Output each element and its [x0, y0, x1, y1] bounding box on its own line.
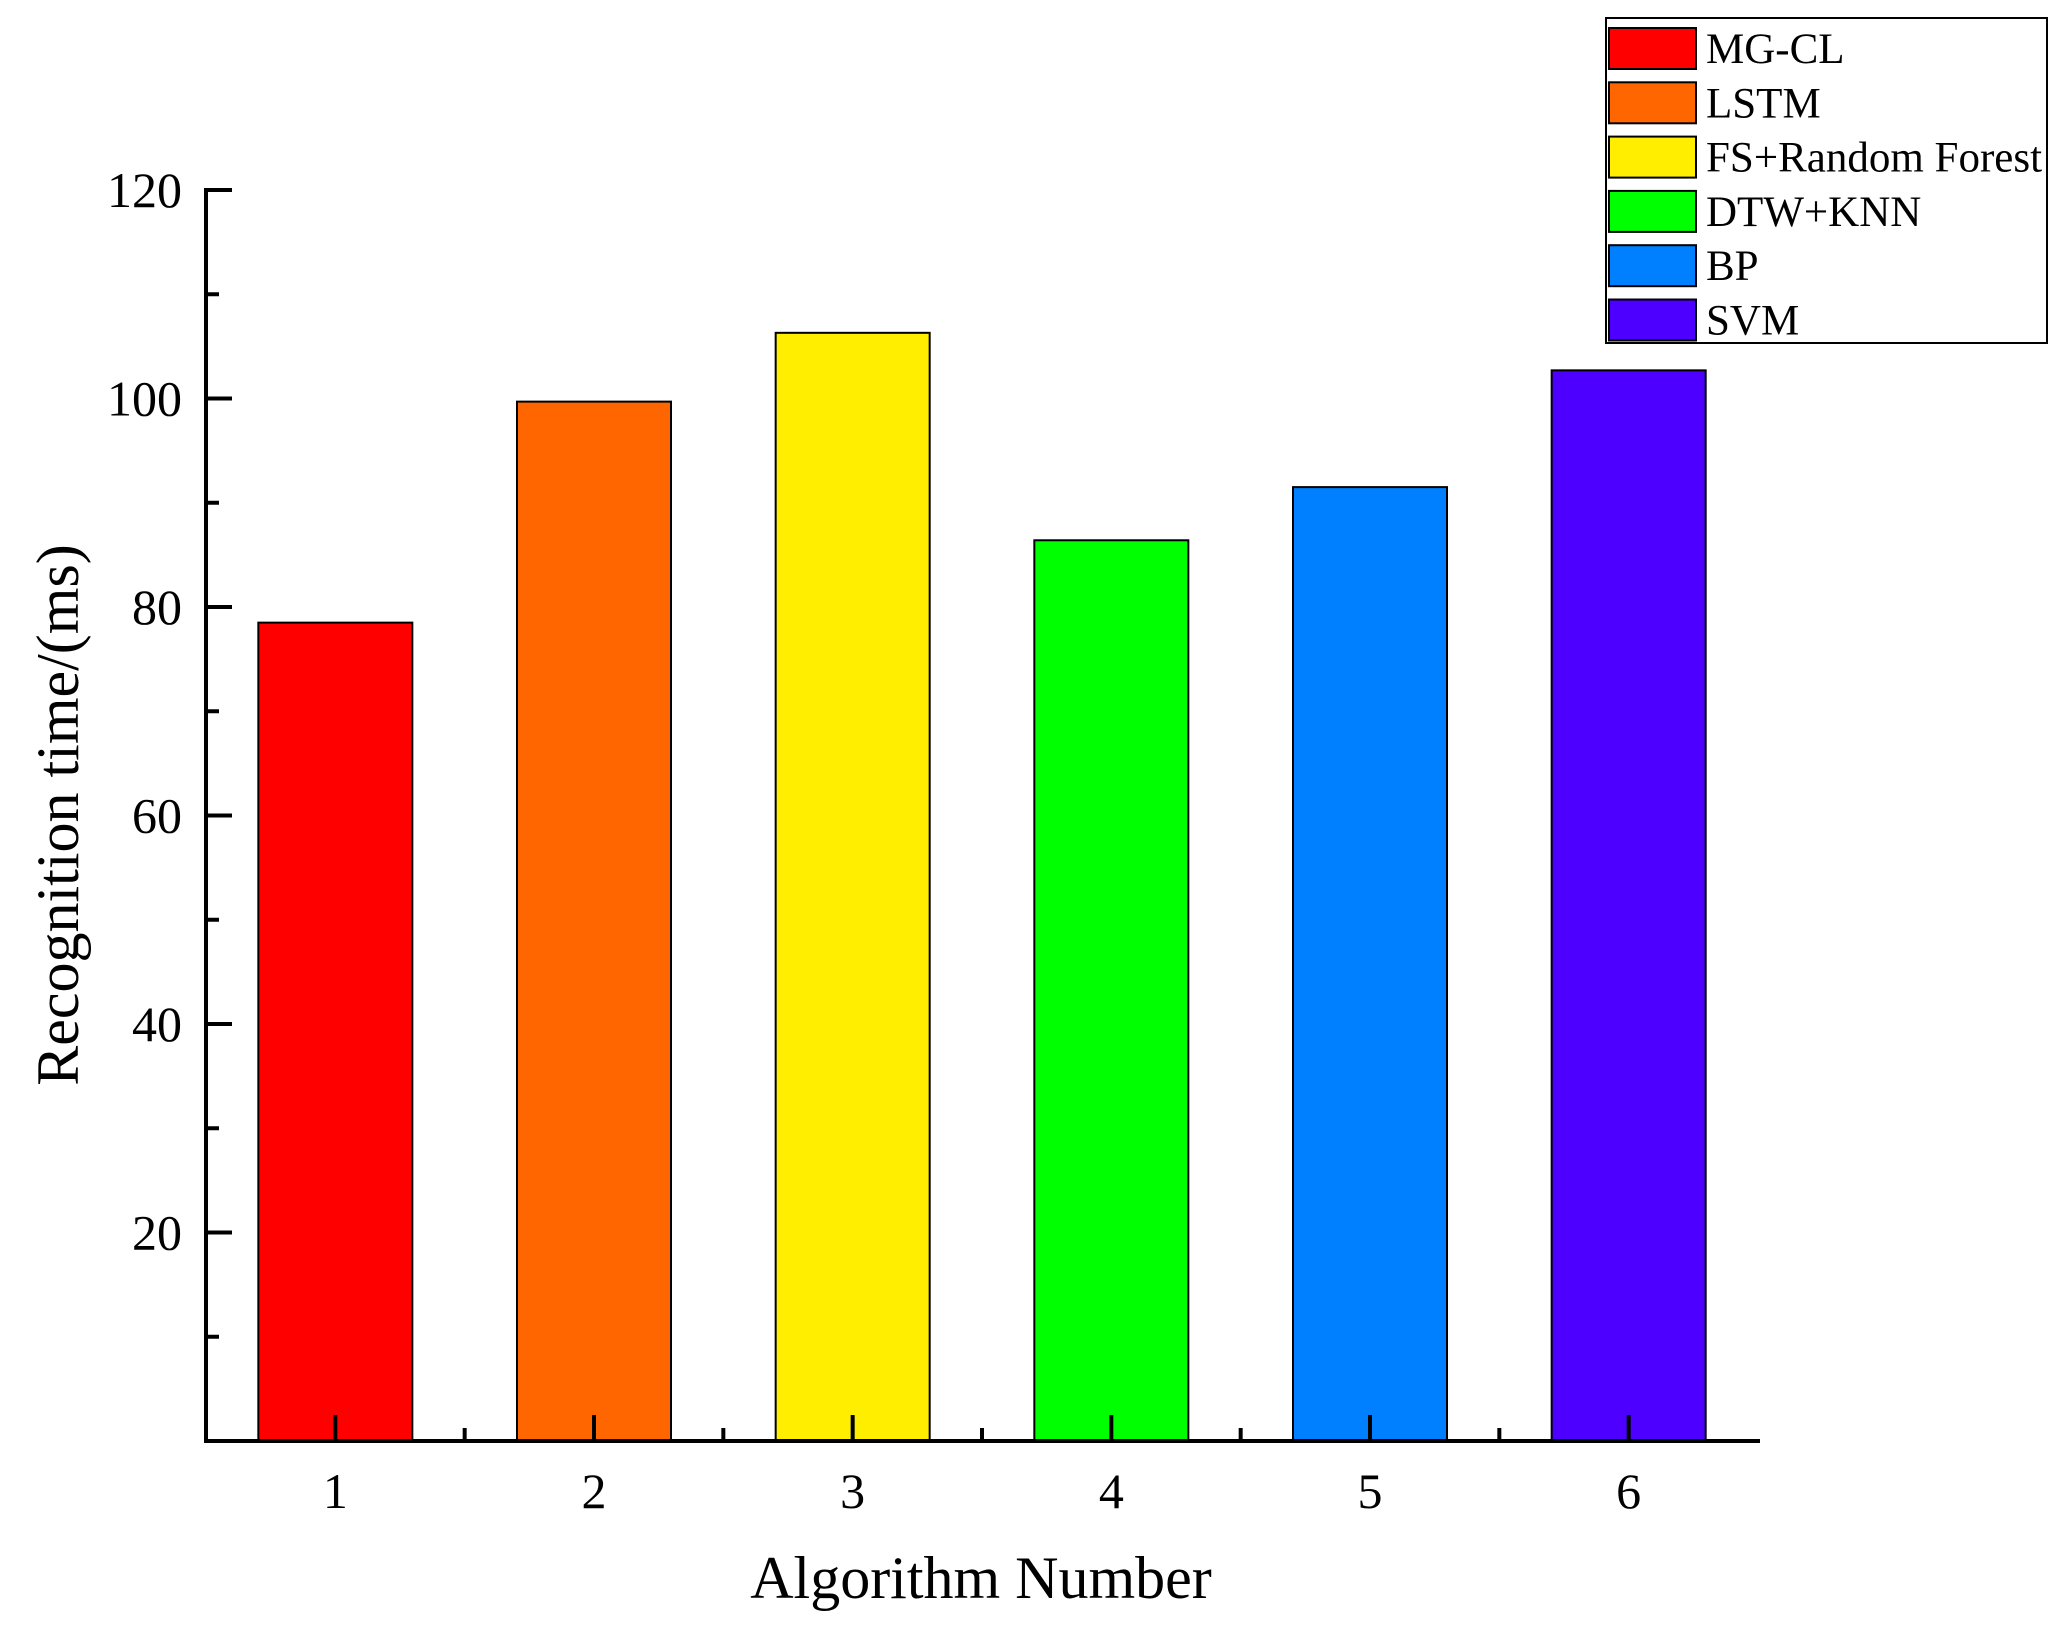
legend-label-5: BP [1706, 243, 1759, 290]
legend-label-3: FS+Random Forest [1706, 135, 2042, 182]
legend-label-4: DTW+KNN [1706, 189, 1921, 236]
legend-label-6: SVM [1706, 298, 1799, 345]
y-tick-label-80: 80 [132, 579, 182, 635]
x-tick-label-6: 6 [1616, 1463, 1641, 1519]
y-tick-label-20: 20 [132, 1205, 182, 1261]
legend-label-2: LSTM [1706, 80, 1821, 127]
y-tick-label-60: 60 [132, 788, 182, 844]
legend-swatch-1 [1608, 27, 1697, 70]
legend-box [1605, 17, 2048, 344]
x-tick-label-2: 2 [582, 1463, 607, 1519]
y-axis-title: Recognition time/(ms) [25, 544, 91, 1086]
y-tick-label-120: 120 [107, 162, 182, 218]
bar-1 [257, 621, 414, 1442]
bar-3 [774, 331, 931, 1442]
legend-swatch-6 [1608, 298, 1697, 342]
legend-label-1: MG-CL [1706, 26, 1845, 73]
x-tick-label-4: 4 [1099, 1463, 1124, 1519]
legend-swatch-2 [1608, 81, 1697, 125]
bar-4 [1033, 539, 1190, 1442]
bar-2 [516, 400, 672, 1443]
axes: 20 40 60 80 100 120 1 2 3 4 5 6 [107, 162, 1760, 1519]
legend-swatch-3 [1608, 135, 1697, 179]
y-tick-label-100: 100 [107, 371, 182, 427]
y-tick-label-40: 40 [132, 996, 182, 1052]
bar-6 [1550, 369, 1707, 1442]
plot-area [257, 331, 1707, 1443]
x-tick-label-1: 1 [323, 1463, 348, 1519]
legend-swatch-4 [1608, 189, 1697, 233]
x-axis-title: Algorithm Number [750, 1545, 1212, 1611]
x-tick-label-5: 5 [1358, 1463, 1383, 1519]
legend-swatch-5 [1608, 244, 1697, 288]
legend: MG-CL LSTM FS+Random Forest DTW+KNN BP SVM [1605, 17, 2048, 345]
x-tick-label-3: 3 [840, 1463, 865, 1519]
bar-5 [1292, 486, 1448, 1442]
